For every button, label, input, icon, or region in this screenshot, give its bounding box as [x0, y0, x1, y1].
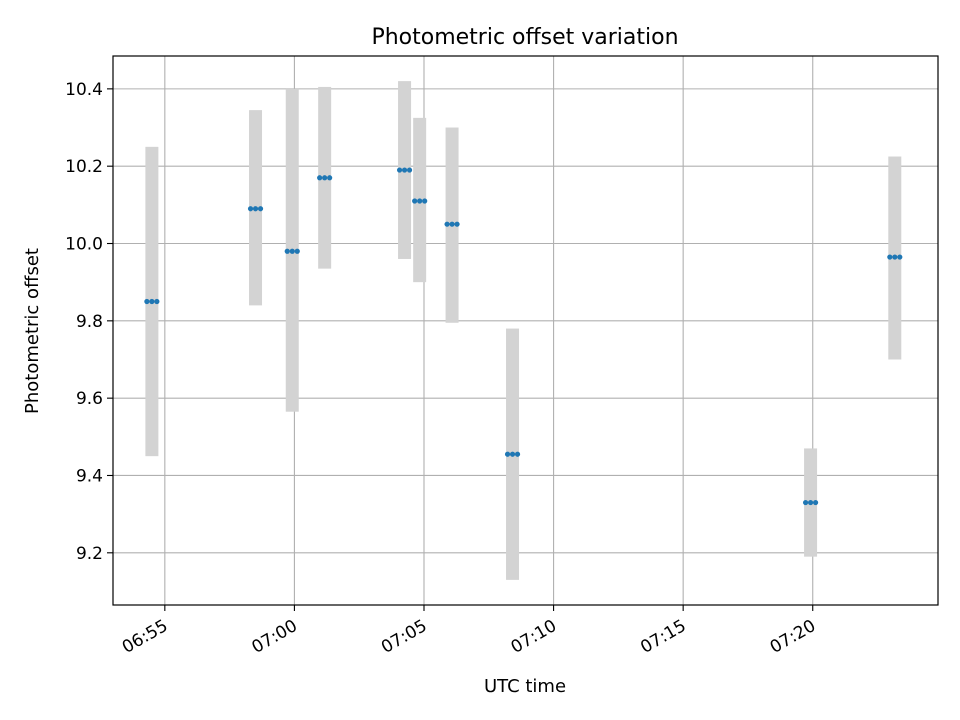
x-tick-label: 07:05 [378, 616, 430, 658]
error-bands [145, 81, 902, 580]
x-tick-label: 07:00 [248, 616, 300, 658]
point-marker [417, 198, 423, 204]
data-point [284, 248, 300, 254]
point-marker [144, 298, 150, 305]
plot-frame [112, 55, 939, 606]
y-tick-label: 9.8 [76, 312, 103, 332]
point-marker [289, 248, 295, 254]
point-marker [454, 221, 460, 227]
y-tick-label: 9.6 [76, 389, 103, 409]
data-point [887, 254, 903, 260]
y-tick-label: 9.4 [76, 466, 103, 486]
data-points [144, 167, 903, 506]
data-point [317, 175, 333, 181]
point-marker [514, 451, 521, 457]
data-point [802, 499, 819, 506]
point-marker [444, 221, 450, 227]
point-marker [327, 175, 333, 181]
y-tick-label: 10.0 [65, 235, 103, 255]
point-marker [247, 206, 254, 212]
y-tick-label: 9.2 [76, 544, 103, 564]
point-marker [257, 206, 264, 212]
chart-title: Photometric offset variation [371, 25, 678, 50]
point-marker [294, 248, 300, 254]
point-marker [252, 206, 259, 212]
x-axis-ticks: 06:55 07:00 07:05 07:10 07:15 07:20 [119, 605, 819, 658]
point-marker [897, 254, 903, 260]
data-point [412, 198, 428, 204]
x-tick-label: 07:20 [767, 616, 819, 658]
point-marker [422, 198, 428, 204]
point-marker [802, 499, 809, 506]
data-point [444, 221, 460, 227]
point-marker [412, 198, 418, 204]
x-tick-label: 07:15 [637, 616, 689, 658]
data-point [396, 167, 413, 173]
data-point [504, 451, 521, 457]
point-marker [284, 248, 290, 254]
data-point [144, 298, 160, 305]
point-marker [154, 298, 160, 305]
x-tick-label: 07:10 [508, 616, 560, 658]
data-point [247, 206, 264, 212]
y-tick-label: 10.4 [65, 80, 103, 100]
x-tick-label: 06:55 [119, 616, 171, 658]
point-marker [401, 167, 408, 173]
point-marker [449, 221, 455, 227]
x-axis-label: UTC time [484, 676, 566, 697]
y-axis-label: Photometric offset [22, 248, 43, 414]
point-marker [807, 499, 814, 506]
point-marker [317, 175, 323, 181]
point-marker [322, 175, 328, 181]
point-marker [504, 451, 511, 457]
point-marker [149, 298, 155, 305]
point-marker [887, 254, 893, 260]
point-marker [396, 167, 403, 173]
point-marker [509, 451, 516, 457]
point-marker [812, 499, 819, 506]
point-marker [892, 254, 898, 260]
y-axis-ticks: 9.2 9.4 9.6 9.8 10.0 10.2 10.4 [65, 80, 113, 564]
y-tick-label: 10.2 [65, 157, 103, 177]
point-marker [406, 167, 413, 173]
